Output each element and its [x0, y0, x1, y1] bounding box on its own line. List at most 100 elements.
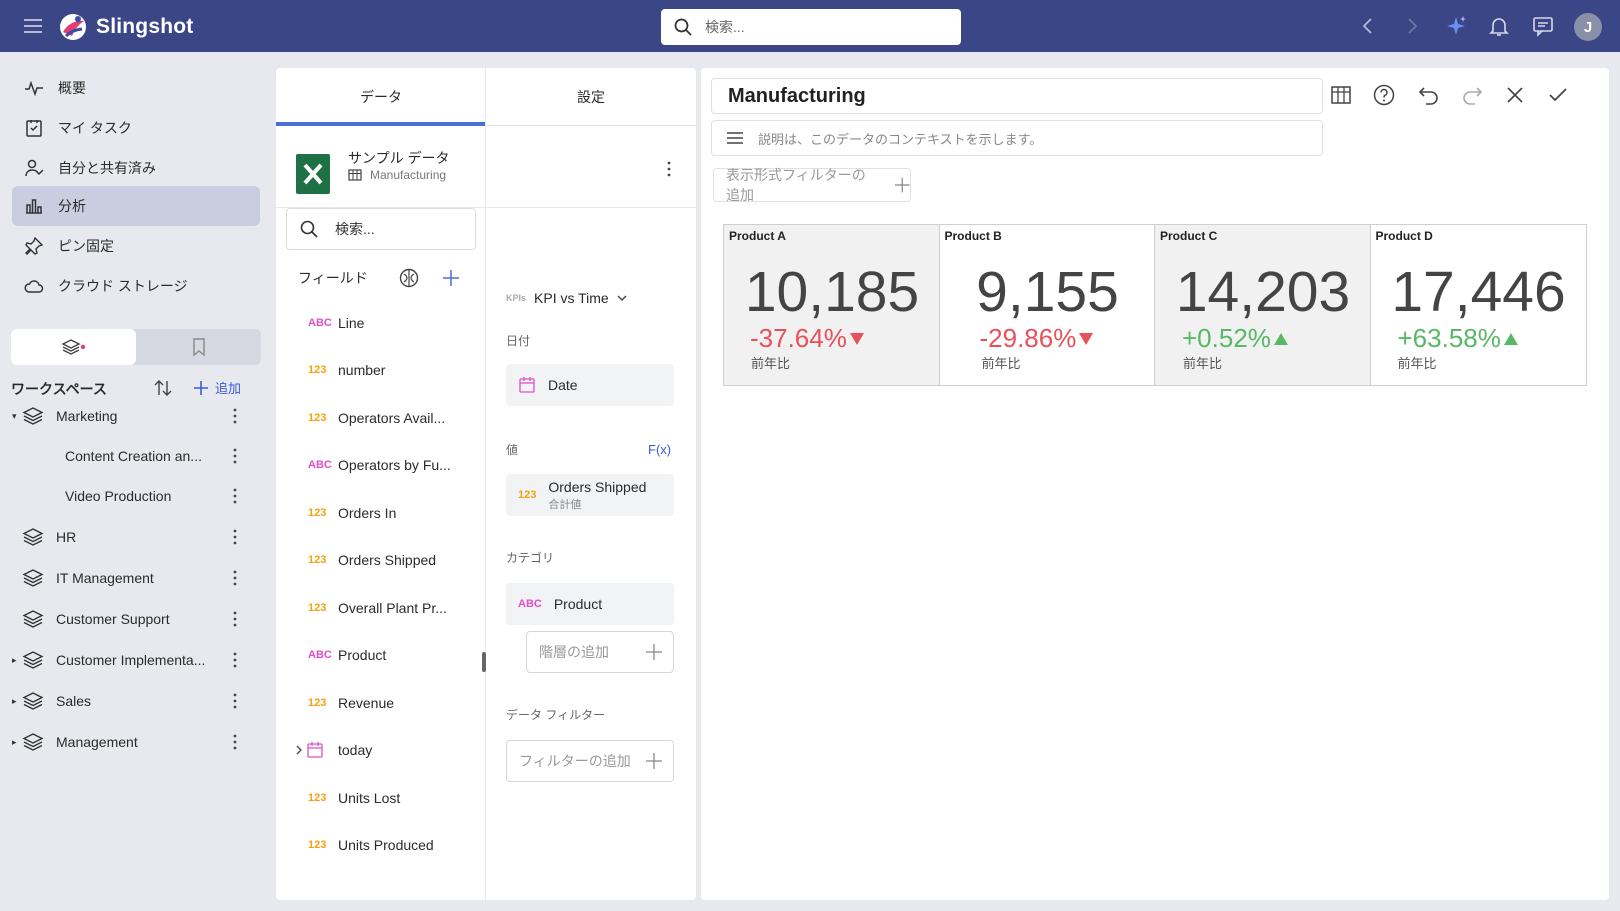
expand-caret-icon[interactable]: ▸	[12, 654, 17, 665]
plus-icon	[646, 644, 662, 660]
more-options-icon[interactable]	[230, 528, 240, 546]
notification-bell-icon[interactable]	[1487, 14, 1511, 38]
nav-item-analytics[interactable]: 分析	[12, 186, 260, 226]
nav-item-shared-with-me[interactable]: 自分と共有済み	[12, 148, 260, 188]
workspace-item-marketing[interactable]: ▾ Marketing	[12, 398, 260, 434]
trend-up-icon	[1273, 332, 1288, 345]
layers-icon	[22, 407, 44, 425]
help-icon[interactable]	[1372, 83, 1396, 107]
nav-item-cloud-storage[interactable]: クラウド ストレージ	[12, 266, 260, 306]
grid-view-icon[interactable]	[1329, 83, 1353, 107]
kpi-card-product-b[interactable]: Product B 9,155 -29.86% 前年比	[939, 225, 1155, 385]
field-item[interactable]: 123 Orders In	[296, 498, 476, 528]
more-options-icon[interactable]	[230, 610, 240, 628]
data-filter-section-label: データ フィルター	[506, 708, 606, 722]
visualization-type-selector[interactable]: KPIs KPI vs Time	[506, 290, 627, 306]
user-avatar[interactable]: J	[1574, 13, 1602, 41]
hamburger-menu-icon[interactable]	[22, 16, 44, 36]
workspace-item-it-management[interactable]: IT Management	[12, 560, 260, 596]
add-field-icon[interactable]	[441, 268, 461, 288]
field-item[interactable]: 123 Revenue	[296, 688, 476, 718]
more-options-icon[interactable]	[230, 733, 240, 751]
date-field-chip[interactable]: Date	[506, 364, 674, 406]
nav-item-my-tasks[interactable]: マイ タスク	[12, 108, 260, 148]
field-label: Line	[338, 315, 365, 331]
description-input[interactable]: 説明は、このデータのコンテキストを示します。	[711, 120, 1323, 156]
field-item[interactable]: ABC Line	[296, 308, 476, 338]
confirm-check-icon[interactable]	[1546, 83, 1570, 107]
plus-icon	[894, 177, 910, 193]
value-section-label: 値	[506, 443, 519, 457]
more-options-icon[interactable]	[230, 651, 240, 669]
workspace-item-content-creation[interactable]: Content Creation an...	[12, 438, 260, 474]
kpi-card-product-a[interactable]: Product A 10,185 -37.64% 前年比	[724, 225, 940, 385]
nav-item-pinned[interactable]: ピン固定	[12, 226, 260, 266]
value-field-chip[interactable]: 123 Orders Shipped 合計値	[506, 474, 674, 516]
kpi-delta: +63.58%	[1398, 323, 1519, 354]
formula-fx-button[interactable]: F(x)	[648, 442, 672, 457]
nav-item-overview[interactable]: 概要	[12, 68, 260, 108]
data-source-title: サンプル データ	[348, 150, 450, 166]
workspace-item-label: IT Management	[56, 570, 154, 586]
tab-data[interactable]: データ	[360, 89, 402, 105]
redo-icon[interactable]	[1460, 83, 1484, 107]
add-filter-button[interactable]: フィルターの追加	[506, 740, 674, 782]
kpi-delta-text: -37.64%	[750, 323, 847, 353]
expand-caret-icon[interactable]: ▸	[12, 695, 17, 706]
panel-resize-handle[interactable]	[482, 652, 486, 672]
tab-workspaces[interactable]	[11, 329, 136, 365]
kpi-type-badge: KPIs	[506, 293, 527, 303]
back-arrow-icon[interactable]	[1356, 14, 1380, 38]
tab-bookmarks[interactable]	[136, 329, 261, 365]
app-logo[interactable]: Slingshot	[58, 12, 193, 42]
workspace-item-video-production[interactable]: Video Production	[12, 478, 260, 514]
add-visual-filter-button[interactable]: 表示形式フィルターの追加	[713, 167, 911, 203]
field-item[interactable]: 123 Orders Shipped	[296, 545, 476, 575]
workspace-item-management[interactable]: ▸ Management	[12, 724, 260, 760]
add-filter-label: フィルターの追加	[519, 753, 631, 769]
more-options-icon[interactable]	[664, 160, 674, 178]
workspace-item-customer-support[interactable]: Customer Support	[12, 601, 260, 637]
field-item[interactable]: 123 Overall Plant Pr...	[296, 593, 476, 623]
sort-icon[interactable]	[153, 377, 173, 399]
forward-arrow-icon[interactable]	[1400, 14, 1424, 38]
more-options-icon[interactable]	[230, 569, 240, 587]
more-options-icon[interactable]	[230, 407, 240, 425]
workspace-item-customer-implementation[interactable]: ▸ Customer Implementa...	[12, 642, 260, 678]
more-options-icon[interactable]	[230, 447, 240, 465]
field-label: Units Lost	[338, 790, 401, 806]
expand-chevron-icon[interactable]	[294, 745, 304, 755]
tab-settings[interactable]: 設定	[577, 89, 605, 105]
workspace-item-hr[interactable]: HR	[12, 519, 260, 555]
field-item[interactable]: 123 number	[296, 355, 476, 385]
collapse-caret-icon[interactable]: ▾	[12, 410, 17, 421]
expand-caret-icon[interactable]: ▸	[12, 736, 17, 747]
ai-sparkle-icon[interactable]	[1444, 14, 1468, 38]
close-icon[interactable]	[1503, 83, 1527, 107]
workspace-item-sales[interactable]: ▸ Sales	[12, 683, 260, 719]
field-item[interactable]: 123 Units Produced	[296, 830, 476, 860]
trend-up-icon	[1503, 332, 1518, 345]
field-item[interactable]: 123 Units Lost	[296, 783, 476, 813]
add-workspace-button[interactable]: 追加	[193, 378, 241, 397]
field-search-input[interactable]: 検索...	[286, 208, 476, 250]
field-item[interactable]: 123 Operators Avail...	[296, 403, 476, 433]
pin-icon	[25, 236, 44, 255]
more-options-icon[interactable]	[230, 487, 240, 505]
field-item[interactable]: ABC Operators by Fu...	[296, 450, 476, 480]
brain-ai-icon[interactable]	[398, 267, 420, 289]
field-item[interactable]: today	[296, 735, 476, 765]
global-search-input[interactable]: 検索...	[661, 9, 961, 45]
kpi-card-product-c[interactable]: Product C 14,203 +0.52% 前年比	[1155, 225, 1371, 385]
chat-message-icon[interactable]	[1531, 14, 1555, 38]
more-options-icon[interactable]	[230, 692, 240, 710]
add-hierarchy-button[interactable]: 階層の追加	[526, 631, 674, 673]
field-item[interactable]: ABC Product	[296, 640, 476, 670]
visualization-title-input[interactable]: Manufacturing	[711, 78, 1323, 114]
field-label: Units Produced	[338, 837, 434, 853]
category-field-chip[interactable]: ABC Product	[506, 583, 674, 625]
data-source-header[interactable]	[276, 126, 696, 208]
layers-icon	[22, 528, 44, 546]
kpi-card-product-d[interactable]: Product D 17,446 +63.58% 前年比	[1370, 225, 1586, 385]
undo-icon[interactable]	[1417, 83, 1441, 107]
